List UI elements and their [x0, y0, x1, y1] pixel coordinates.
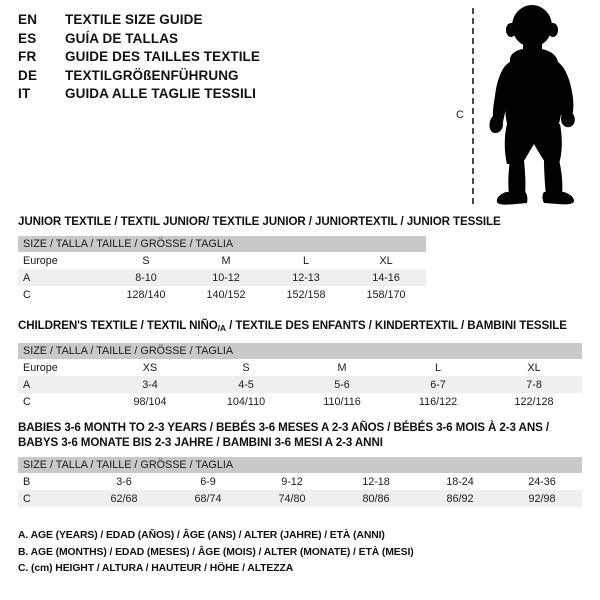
babies-cell-b-4: 18-24	[418, 473, 502, 490]
legend-line-a: A. AGE (YEARS) / EDAD (AÑOS) / ÂGE (ANS)…	[18, 530, 385, 541]
language-text-it: GUIDA ALLE TAGLIE TESSILI	[65, 86, 256, 101]
children-cell-a-4: 7-8	[486, 376, 583, 393]
junior-cell-a-3: 14-16	[346, 269, 427, 286]
language-text-en: TEXTILE SIZE GUIDE	[65, 12, 203, 27]
height-illustration: C	[448, 4, 598, 206]
language-text-de: TEXTILGRÖßENFÜHRUNG	[65, 67, 239, 83]
table-row: C 128/140 140/152 152/158 158/170	[18, 286, 427, 303]
table-row: B 3-6 6-9 9-12 12-18 18-24 24-36	[18, 473, 582, 490]
junior-size-table: SIZE / TALLA / TAILLE / GRÖSSE / TAGLIA …	[18, 236, 427, 303]
junior-table-header-row: SIZE / TALLA / TAILLE / GRÖSSE / TAGLIA	[18, 236, 427, 252]
babies-cell-c-3: 80/86	[334, 490, 418, 507]
children-size-table: SIZE / TALLA / TAILLE / GRÖSSE / TAGLIA …	[18, 343, 583, 410]
children-cell-c-0: 98/104	[102, 393, 198, 410]
language-title-list: EN TEXTILE SIZE GUIDE ES GUÍA DE TALLAS …	[18, 12, 418, 105]
table-row: A 3-4 4-5 5-6 6-7 7-8	[18, 376, 583, 393]
babies-cell-c-4: 86/92	[418, 490, 502, 507]
junior-cell-europe-0: S	[106, 252, 186, 269]
language-text-fr: GUIDE DES TAILLES TEXTILE	[65, 49, 261, 64]
table-row: A 8-10 10-12 12-13 14-16	[18, 269, 427, 286]
junior-cell-europe-1: M	[186, 252, 266, 269]
section-children-textile: CHILDREN'S TEXTILE / TEXTIL NIÑO/A / TEX…	[18, 318, 583, 410]
junior-cell-c-0: 128/140	[106, 286, 186, 303]
children-cell-europe-1: S	[198, 359, 294, 376]
table-row: Europe XS S M L XL	[18, 359, 583, 376]
section-babies-textile: BABIES 3-6 MONTH TO 2-3 YEARS / BEBÉS 3-…	[18, 420, 582, 507]
table-row: Europe S M L XL	[18, 252, 427, 269]
junior-cell-europe-2: L	[266, 252, 346, 269]
babies-cell-b-5: 24-36	[502, 473, 582, 490]
language-code-it: IT	[18, 86, 31, 101]
height-dashed-line	[472, 8, 474, 204]
toddler-silhouette-icon	[489, 5, 575, 205]
babies-cell-c-0: 62/68	[82, 490, 166, 507]
junior-row-label-c: C	[18, 286, 106, 303]
language-code-fr: FR	[18, 49, 37, 64]
junior-row-label-europe: Europe	[18, 252, 106, 269]
junior-cell-c-3: 158/170	[346, 286, 427, 303]
children-cell-c-3: 116/122	[390, 393, 486, 410]
junior-cell-a-1: 10-12	[186, 269, 266, 286]
children-cell-europe-2: M	[294, 359, 390, 376]
children-cell-c-2: 110/116	[294, 393, 390, 410]
children-title-subscript: /A	[217, 323, 226, 333]
legend-line-c: C. (cm) HEIGHT / ALTURA / HAUTEUR / HÖHE…	[18, 563, 294, 574]
table-row: C 62/68 68/74 74/80 80/86 86/92 92/98	[18, 490, 582, 507]
babies-cell-b-0: 3-6	[82, 473, 166, 490]
children-table-header-row: SIZE / TALLA / TAILLE / GRÖSSE / TAGLIA	[18, 343, 583, 359]
babies-cell-b-2: 9-12	[250, 473, 334, 490]
junior-cell-a-0: 8-10	[106, 269, 186, 286]
children-title-part2: / TEXTILE DES ENFANTS / KINDERTEXTIL / B…	[225, 319, 567, 332]
children-section-title: CHILDREN'S TEXTILE / TEXTIL NIÑO/A / TEX…	[18, 318, 582, 336]
language-row-en: EN TEXTILE SIZE GUIDE	[18, 12, 418, 31]
babies-size-table: SIZE / TALLA / TAILLE / GRÖSSE / TAGLIA …	[18, 457, 582, 507]
junior-row-label-a: A	[18, 269, 106, 286]
children-cell-europe-3: L	[390, 359, 486, 376]
children-cell-c-4: 122/128	[486, 393, 583, 410]
table-row: C 98/104 104/110 110/116 116/122 122/128	[18, 393, 583, 410]
language-text-es: GUÍA DE TALLAS	[65, 30, 179, 46]
junior-size-header-label: SIZE / TALLA / TAILLE / GRÖSSE / TAGLIA	[18, 236, 427, 252]
language-row-it: IT GUIDA ALLE TAGLIE TESSILI	[18, 86, 418, 105]
junior-cell-europe-3: XL	[346, 252, 427, 269]
children-cell-a-3: 6-7	[390, 376, 486, 393]
measurement-legend: A. AGE (YEARS) / EDAD (AÑOS) / ÂGE (ANS)…	[18, 528, 414, 578]
junior-section-title: JUNIOR TEXTILE / TEXTIL JUNIOR/ TEXTILE …	[18, 215, 501, 228]
babies-cell-b-1: 6-9	[166, 473, 250, 490]
children-row-label-a: A	[18, 376, 102, 393]
children-title-part1: CHILDREN'S TEXTILE / TEXTIL NIÑO	[18, 319, 218, 332]
children-row-label-europe: Europe	[18, 359, 102, 376]
children-cell-a-0: 3-4	[102, 376, 198, 393]
babies-table-header-row: SIZE / TALLA / TAILLE / GRÖSSE / TAGLIA	[18, 457, 582, 473]
babies-section-title-line1: BABIES 3-6 MONTH TO 2-3 YEARS / BEBÉS 3-…	[18, 421, 549, 434]
children-cell-europe-0: XS	[102, 359, 198, 376]
babies-cell-c-5: 92/98	[502, 490, 582, 507]
children-cell-c-1: 104/110	[198, 393, 294, 410]
junior-cell-c-1: 140/152	[186, 286, 266, 303]
babies-section-title-line2: BABYS 3-6 MONATE BIS 2-3 JAHRE / BAMBINI…	[18, 436, 383, 449]
language-row-de: DE TEXTILGRÖßENFÜHRUNG	[18, 68, 418, 87]
children-cell-a-1: 4-5	[198, 376, 294, 393]
junior-cell-c-2: 152/158	[266, 286, 346, 303]
babies-cell-c-2: 74/80	[250, 490, 334, 507]
babies-row-label-c: C	[18, 490, 82, 507]
babies-cell-b-3: 12-18	[334, 473, 418, 490]
language-code-en: EN	[18, 12, 38, 27]
children-cell-a-2: 5-6	[294, 376, 390, 393]
children-size-header-label: SIZE / TALLA / TAILLE / GRÖSSE / TAGLIA	[18, 343, 583, 359]
babies-row-label-b: B	[18, 473, 82, 490]
language-row-es: ES GUÍA DE TALLAS	[18, 31, 418, 50]
junior-cell-a-2: 12-13	[266, 269, 346, 286]
language-row-fr: FR GUIDE DES TAILLES TEXTILE	[18, 49, 418, 68]
height-measure-label: C	[456, 109, 464, 121]
babies-size-header-label: SIZE / TALLA / TAILLE / GRÖSSE / TAGLIA	[18, 457, 582, 473]
language-code-de: DE	[18, 67, 38, 83]
language-code-es: ES	[18, 30, 37, 46]
legend-line-b: B. AGE (MONTHS) / EDAD (MESES) / ÂGE (MO…	[18, 546, 414, 558]
babies-cell-c-1: 68/74	[166, 490, 250, 507]
children-row-label-c: C	[18, 393, 102, 410]
children-cell-europe-4: XL	[486, 359, 583, 376]
section-junior-textile: JUNIOR TEXTILE / TEXTIL JUNIOR/ TEXTILE …	[18, 214, 501, 303]
